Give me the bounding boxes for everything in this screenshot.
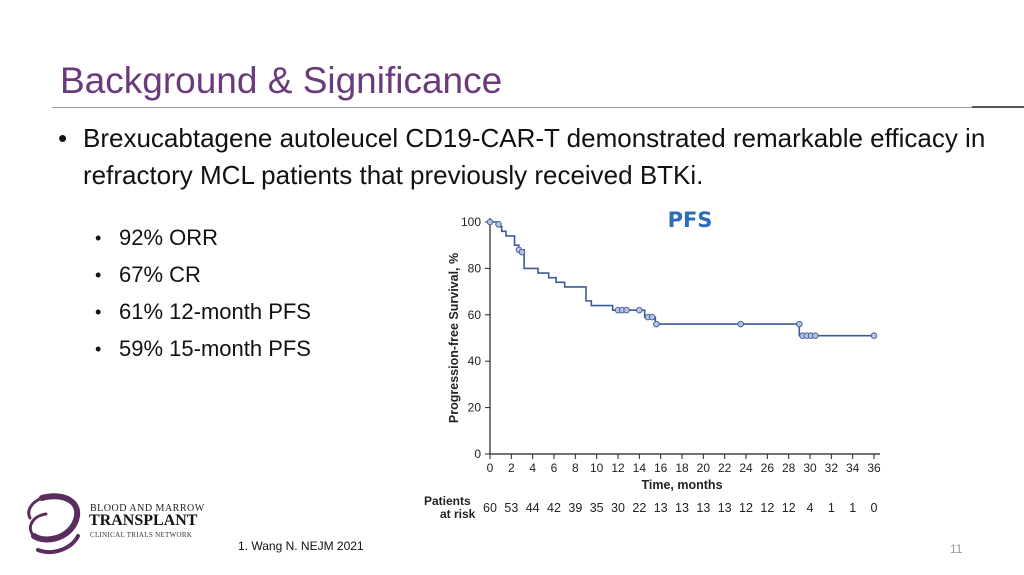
- x-tick-label: 36: [867, 461, 881, 475]
- risk-count: 22: [632, 501, 646, 515]
- x-tick-label: 26: [761, 461, 775, 475]
- x-tick-label: 32: [825, 461, 839, 475]
- x-tick-label: 6: [551, 461, 558, 475]
- censor-mark: [623, 306, 630, 314]
- bmt-ctn-logo: [27, 493, 81, 555]
- censor-mark: [737, 320, 744, 328]
- x-tick-label: 20: [697, 461, 711, 475]
- slide-title: Background & Significance: [60, 60, 503, 101]
- logo-swirl-icon: [27, 493, 81, 555]
- y-tick-label: 100: [461, 215, 481, 229]
- title-divider-accent: [972, 106, 1024, 108]
- censor-mark: [796, 320, 803, 328]
- bullet-dot-icon: •: [95, 228, 102, 248]
- risk-count: 13: [696, 501, 710, 515]
- logo-text-line1: BLOOD AND MARROW: [90, 503, 205, 514]
- sub-bullet-text: 61% 12-month PFS: [119, 299, 311, 324]
- logo-text-line3: CLINICAL TRIALS NETWORK: [90, 531, 193, 539]
- x-tick-label: 16: [654, 461, 668, 475]
- censor-mark: [495, 221, 502, 228]
- censor-mark: [518, 248, 526, 256]
- censor-mark: [653, 320, 660, 328]
- x-tick-label: 0: [487, 461, 494, 475]
- censor-mark: [812, 332, 819, 339]
- censor-mark: [486, 218, 494, 226]
- pfs-curve: [490, 221, 874, 337]
- risk-count: 1: [849, 501, 856, 515]
- risk-count: 0: [871, 501, 878, 515]
- risk-count: 13: [654, 501, 668, 515]
- risk-count: 1: [828, 501, 835, 515]
- x-tick-label: 12: [611, 461, 625, 475]
- footnote-citation: 1. Wang N. NEJM 2021: [238, 539, 364, 553]
- y-tick-label: 20: [468, 401, 482, 415]
- risk-count: 13: [718, 501, 732, 515]
- sub-bullet-text: 67% CR: [119, 262, 201, 287]
- risk-count: 30: [611, 501, 625, 515]
- risk-count: 12: [760, 501, 774, 515]
- x-tick-label: 8: [572, 461, 579, 475]
- chart-censor-layer: [486, 218, 878, 339]
- censor-mark: [636, 306, 643, 314]
- main-bullet-text: Brexucabtagene autoleucel CD19-CAR-T dem…: [83, 123, 986, 190]
- risk-table-label: Patients: [424, 494, 471, 508]
- censor-mark: [648, 313, 656, 321]
- x-tick-label: 18: [675, 461, 689, 475]
- x-tick-label: 28: [782, 461, 796, 475]
- x-tick-label: 2: [508, 461, 515, 475]
- risk-count: 44: [526, 501, 540, 515]
- risk-count: 53: [504, 501, 518, 515]
- x-tick-label: 24: [739, 461, 753, 475]
- sub-bullet-text: 92% ORR: [119, 225, 219, 250]
- x-axis-label: Time, months: [641, 478, 722, 492]
- risk-count: 4: [807, 501, 814, 515]
- bullet-dot-icon: •: [95, 265, 102, 285]
- title-divider: [52, 107, 972, 108]
- bullet-dot-icon: •: [95, 302, 102, 322]
- x-tick-label: 34: [846, 461, 860, 475]
- y-tick-label: 40: [468, 354, 482, 368]
- x-tick-label: 4: [529, 461, 536, 475]
- y-tick-label: 60: [468, 308, 482, 322]
- y-tick-label: 80: [468, 261, 482, 275]
- sub-bullet-text: 59% 15-month PFS: [119, 336, 311, 361]
- risk-count: 39: [568, 501, 582, 515]
- bullet-dot-icon: •: [95, 339, 102, 359]
- bullet-dot-icon: •: [58, 123, 68, 153]
- risk-count: 35: [590, 501, 604, 515]
- chart-title: PFS: [668, 208, 713, 232]
- chart-curve-layer: [490, 221, 874, 337]
- x-tick-label: 10: [590, 461, 604, 475]
- risk-count: 42: [547, 501, 561, 515]
- risk-count: 12: [782, 501, 796, 515]
- risk-count: 13: [675, 501, 689, 515]
- x-tick-label: 30: [803, 461, 817, 475]
- censor-mark: [870, 332, 878, 339]
- risk-count: 60: [483, 501, 497, 515]
- x-tick-label: 22: [718, 461, 732, 475]
- page-number: 11: [950, 542, 963, 556]
- y-axis-label: Progression-free Survival, %: [447, 253, 461, 423]
- y-tick-label: 0: [474, 447, 481, 461]
- risk-table-label: at risk: [440, 507, 476, 521]
- risk-count: 12: [739, 501, 753, 515]
- logo-text-line2: TRANSPLANT: [89, 512, 198, 529]
- x-tick-label: 14: [633, 461, 647, 475]
